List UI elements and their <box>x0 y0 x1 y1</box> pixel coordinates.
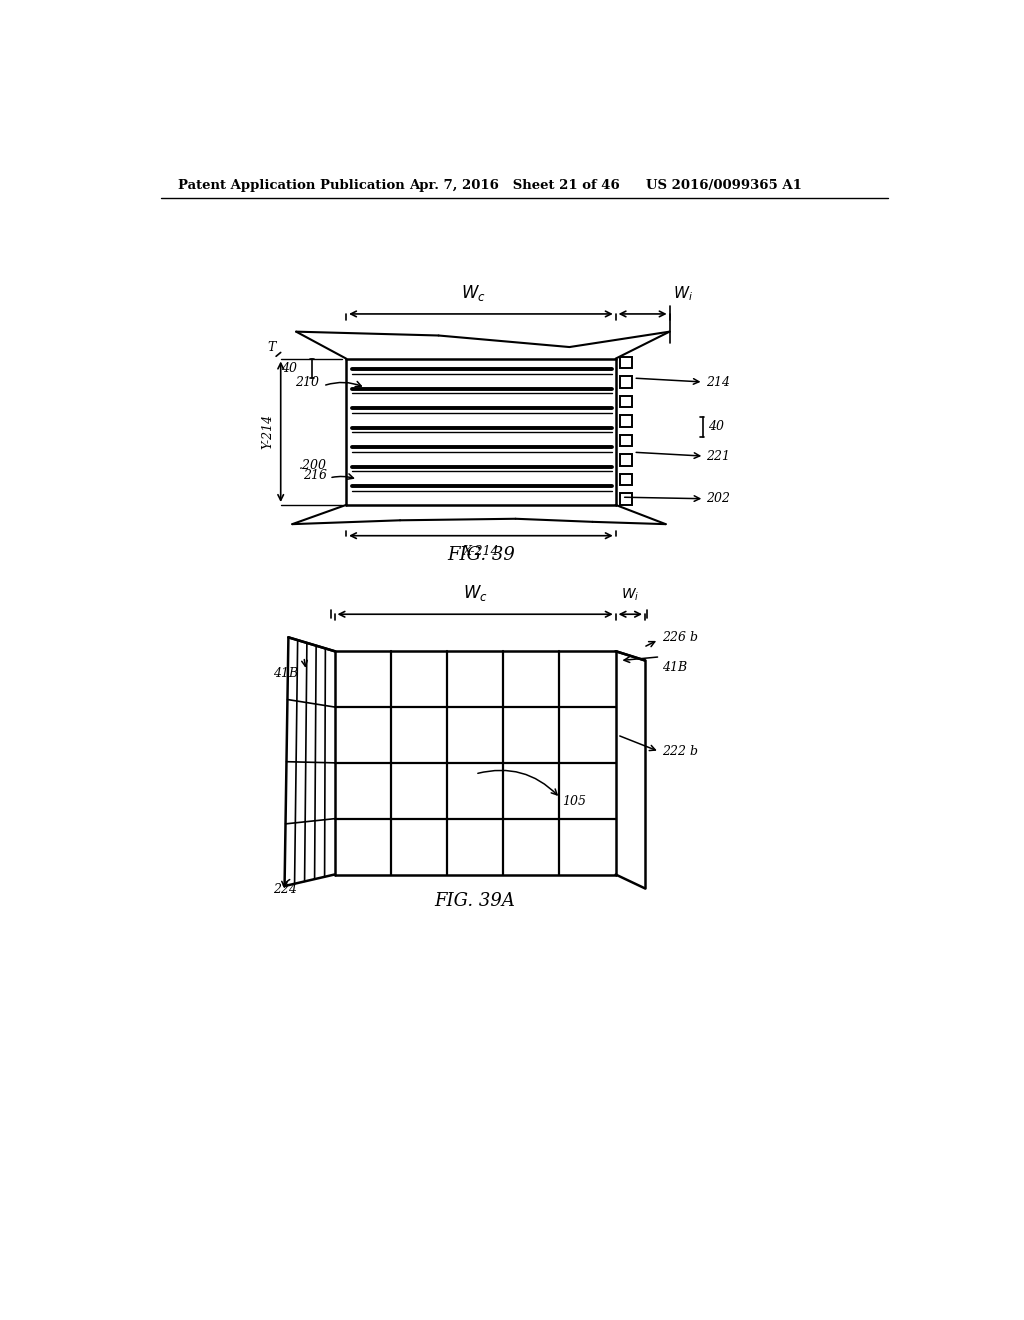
Bar <box>621 356 632 368</box>
Text: US 2016/0099365 A1: US 2016/0099365 A1 <box>646 178 803 191</box>
Text: Y-214: Y-214 <box>261 414 274 449</box>
Text: FIG. 39A: FIG. 39A <box>435 892 515 911</box>
Bar <box>621 474 632 486</box>
Text: 210: 210 <box>295 375 319 388</box>
Text: $W_i$: $W_i$ <box>674 285 693 304</box>
Text: 221: 221 <box>707 450 730 462</box>
Bar <box>621 376 632 388</box>
Bar <box>621 454 632 466</box>
Text: .200: .200 <box>299 459 327 473</box>
Text: 202: 202 <box>707 492 730 506</box>
Text: 216: 216 <box>303 469 327 482</box>
Text: 105: 105 <box>562 796 586 808</box>
Text: 41B: 41B <box>273 667 298 680</box>
Text: 40: 40 <box>281 362 297 375</box>
Bar <box>621 396 632 408</box>
Text: $W_c$: $W_c$ <box>463 582 487 603</box>
Bar <box>621 494 632 504</box>
Text: 40: 40 <box>708 420 724 433</box>
Text: 41B: 41B <box>662 661 687 675</box>
Text: T: T <box>267 341 275 354</box>
Bar <box>621 416 632 426</box>
Bar <box>621 434 632 446</box>
Text: 214: 214 <box>707 375 730 388</box>
Text: Patent Application Publication: Patent Application Publication <box>178 178 406 191</box>
Text: 224: 224 <box>273 883 297 896</box>
Text: FIG. 39: FIG. 39 <box>446 546 515 564</box>
Text: 226 b: 226 b <box>662 631 698 644</box>
Text: 222 b: 222 b <box>662 746 698 758</box>
Text: X-214: X-214 <box>463 545 500 558</box>
Text: Apr. 7, 2016   Sheet 21 of 46: Apr. 7, 2016 Sheet 21 of 46 <box>410 178 621 191</box>
Text: $W_c$: $W_c$ <box>461 284 485 304</box>
Text: $W_i$: $W_i$ <box>622 586 639 603</box>
